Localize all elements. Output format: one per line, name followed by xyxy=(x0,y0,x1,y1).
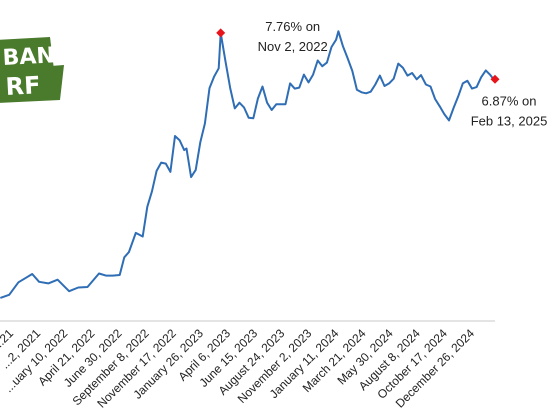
logo-top-sign xyxy=(0,37,54,72)
annotation-label: Feb 13, 2025 xyxy=(471,113,548,128)
series-line xyxy=(0,30,496,299)
annotation-label: 6.87% on xyxy=(482,93,537,108)
logo: BAN RF xyxy=(0,37,64,103)
annotation-marker xyxy=(216,28,226,38)
series-group xyxy=(0,30,496,299)
annotation-label: 7.76% on xyxy=(265,19,320,34)
annotation-group: 7.76% on Nov 2, 2022 6.87% on Feb 13, 2025 xyxy=(216,19,547,128)
annotation-label: Nov 2, 2022 xyxy=(258,39,328,54)
logo-line2: RF xyxy=(5,71,41,101)
logo-bottom-sign xyxy=(0,65,64,103)
logo-line1: BAN xyxy=(2,43,55,71)
annotation-marker xyxy=(490,74,500,84)
